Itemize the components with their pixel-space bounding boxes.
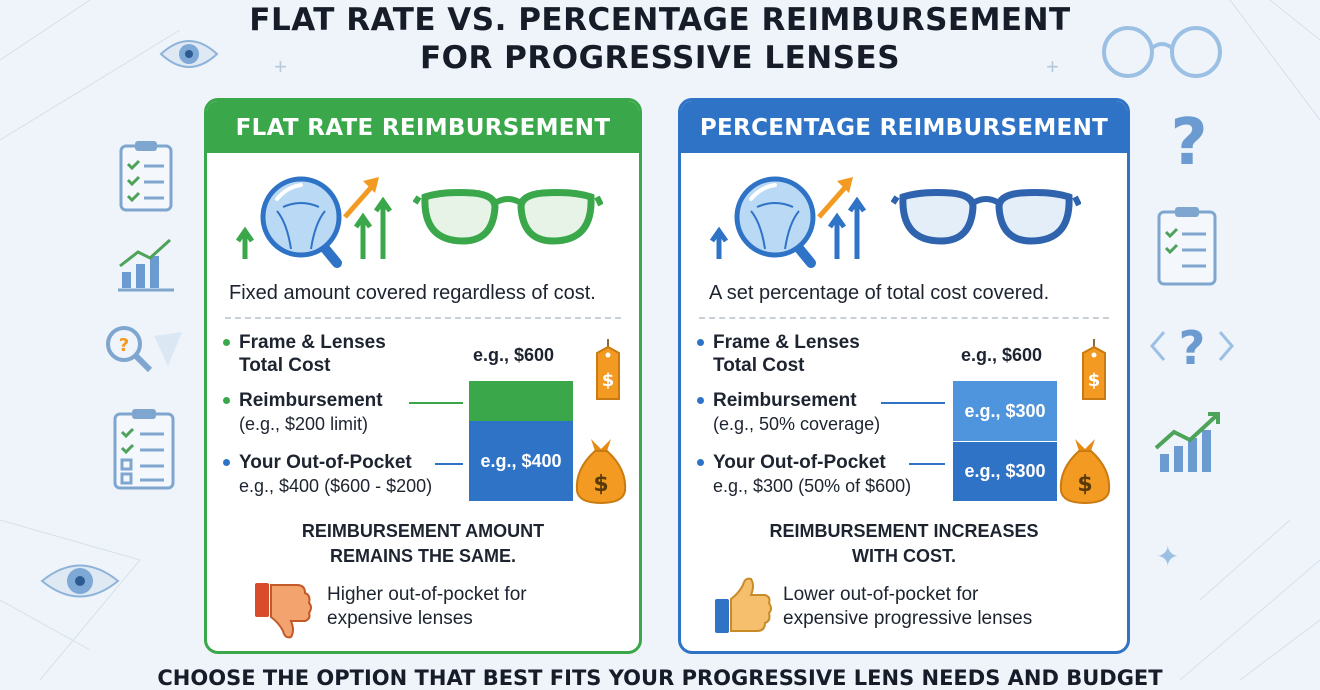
percentage-note: Lower out-of-pocket for expensive progre… bbox=[783, 583, 1032, 631]
bullet-dot bbox=[223, 459, 230, 466]
growth-chart-icon bbox=[1154, 412, 1220, 472]
item-label-out-of-pocket-detail: e.g., $300 (50% of $600) bbox=[713, 476, 912, 496]
conclusion-line-2: WITH COST. bbox=[852, 546, 956, 566]
money-bag-icon: $ bbox=[575, 439, 627, 505]
item-label-out-of-pocket: Your Out-of-Pocket bbox=[239, 452, 412, 473]
flat-rate-panel: FLAT RATE REIMBURSEMENT Fixed amount cov… bbox=[204, 98, 642, 654]
eye-icon bbox=[159, 40, 219, 68]
growth-arrows-icon bbox=[709, 177, 867, 259]
flat-rate-description: Fixed amount covered regardless of cost. bbox=[229, 282, 596, 304]
total-cost-value: e.g., $600 bbox=[473, 345, 555, 365]
magnifier-icon bbox=[260, 176, 342, 268]
conclusion-line-1: REIMBURSEMENT AMOUNT bbox=[301, 521, 545, 541]
eye-icon bbox=[40, 564, 120, 598]
divider bbox=[225, 317, 621, 319]
footer-tagline: CHOOSE THE OPTION THAT BEST FITS YOUR PR… bbox=[157, 666, 1163, 690]
glasses-outline-icon bbox=[1102, 26, 1222, 78]
bar-chart-icon bbox=[118, 238, 174, 292]
item-label-reimbursement: Reimbursement bbox=[239, 390, 383, 411]
percentage-panel: PERCENTAGE REIMBURSEMENT A set percentag… bbox=[678, 98, 1130, 654]
price-tag-icon: $ bbox=[596, 339, 620, 400]
growth-arrows-icon bbox=[235, 177, 393, 259]
note-line-2: expensive progressive lenses bbox=[783, 608, 1033, 629]
clipboard-checklist-icon bbox=[1157, 207, 1217, 286]
svg-text:?: ? bbox=[1179, 321, 1206, 374]
plus-icon: + bbox=[274, 54, 287, 79]
question-mark-icon: ? bbox=[1170, 106, 1207, 170]
glasses-icon bbox=[413, 189, 603, 245]
out-of-pocket-bar bbox=[953, 442, 1057, 501]
item-label-total-cost: Frame & Lenses bbox=[239, 332, 386, 353]
flat-rate-conclusion: REIMBURSEMENT AMOUNT REMAINS THE SAME. bbox=[207, 519, 639, 569]
percentage-header: PERCENTAGE REIMBURSEMENT bbox=[681, 101, 1127, 153]
svg-text:$: $ bbox=[593, 472, 608, 497]
bullet-dot bbox=[223, 397, 230, 404]
thumbs-up-icon bbox=[715, 577, 772, 633]
clipboard-checklist-icon bbox=[119, 141, 173, 212]
svg-text:$: $ bbox=[1088, 370, 1101, 391]
reimbursement-bar bbox=[469, 381, 573, 421]
plus-icon: + bbox=[1046, 54, 1059, 79]
search-question-icon: ? bbox=[106, 326, 182, 373]
code-question-icon: ? bbox=[1150, 321, 1234, 374]
svg-text:$: $ bbox=[602, 370, 615, 391]
svg-text:$: $ bbox=[1077, 472, 1092, 497]
flat-rate-note: Higher out-of-pocket for expensive lense… bbox=[327, 583, 527, 631]
thumbs-down-icon bbox=[255, 583, 312, 639]
out-of-pocket-bar-value: e.g., $300 bbox=[964, 461, 1046, 481]
out-of-pocket-bar bbox=[469, 421, 573, 501]
bullet-dot bbox=[223, 339, 230, 346]
price-tag-icon: $ bbox=[1082, 339, 1106, 400]
item-label-total-cost-line-2: Total Cost bbox=[239, 355, 331, 376]
svg-text:?: ? bbox=[1170, 106, 1207, 170]
divider bbox=[699, 317, 1109, 319]
note-line-1: Higher out-of-pocket for bbox=[327, 584, 527, 605]
reimbursement-bar bbox=[953, 381, 1057, 441]
connector-line bbox=[909, 463, 945, 465]
item-label-out-of-pocket-detail: e.g., $400 ($600 - $200) bbox=[239, 476, 433, 496]
magnifier-icon bbox=[734, 176, 816, 268]
item-label-reimbursement: Reimbursement bbox=[713, 390, 857, 411]
item-label-total-cost-line-2: Total Cost bbox=[713, 355, 805, 376]
item-label-reimbursement-detail: (e.g., 50% coverage) bbox=[713, 414, 881, 434]
bullet-dot bbox=[697, 459, 704, 466]
page-title-line-2: FOR PROGRESSIVE LENSES bbox=[419, 40, 901, 76]
connector-line bbox=[881, 402, 945, 404]
reimbursement-bar-value: e.g., $300 bbox=[964, 401, 1046, 421]
item-label-out-of-pocket: Your Out-of-Pocket bbox=[713, 452, 886, 473]
percentage-conclusion: REIMBURSEMENT INCREASES WITH COST. bbox=[681, 519, 1127, 569]
conclusion-line-1: REIMBURSEMENT INCREASES bbox=[769, 521, 1039, 541]
clipboard-checklist-icon bbox=[113, 409, 175, 490]
connector-line bbox=[435, 463, 463, 465]
conclusion-line-2: REMAINS THE SAME. bbox=[329, 546, 516, 566]
connector-line bbox=[409, 402, 463, 404]
total-cost-value: e.g., $600 bbox=[961, 345, 1043, 365]
out-of-pocket-bar-value: e.g., $400 bbox=[480, 451, 562, 471]
bullet-dot bbox=[697, 397, 704, 404]
note-line-2: expensive lenses bbox=[327, 608, 473, 629]
item-label-total-cost: Frame & Lenses bbox=[713, 332, 860, 353]
page-title: FLAT RATE VS. PERCENTAGE REIMBURSEMENT bbox=[249, 2, 1071, 38]
svg-text:?: ? bbox=[119, 335, 129, 356]
item-label-reimbursement-detail: (e.g., $200 limit) bbox=[239, 414, 369, 434]
bullet-dot bbox=[697, 339, 704, 346]
glasses-icon bbox=[891, 189, 1081, 245]
money-bag-icon: $ bbox=[1059, 439, 1111, 505]
percentage-description: A set percentage of total cost covered. bbox=[709, 282, 1050, 304]
sparkle-icon: ✦ bbox=[1156, 541, 1180, 572]
flat-rate-header: FLAT RATE REIMBURSEMENT bbox=[207, 101, 639, 153]
note-line-1: Lower out-of-pocket for bbox=[783, 584, 979, 605]
